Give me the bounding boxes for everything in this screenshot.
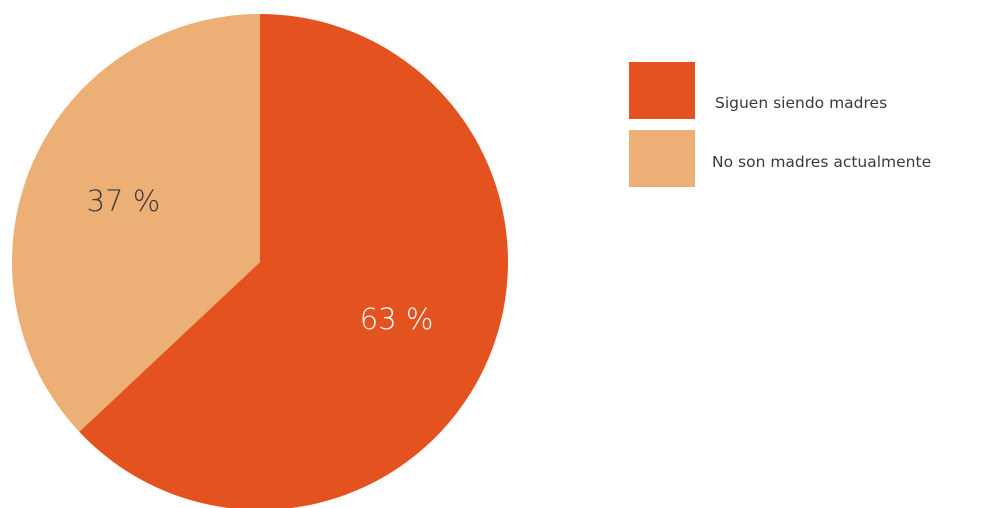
legend-swatch-1	[629, 130, 695, 187]
pie-slice-labels: 63 % 37 %	[87, 184, 434, 336]
legend-swatch-0	[629, 62, 695, 119]
legend-label-1: No son madres actualmente	[712, 153, 931, 171]
legend: Siguen siendo madres No son madres actual…	[629, 62, 931, 187]
pie-slices	[11, 14, 508, 508]
pie-slice-1	[11, 14, 260, 432]
legend-label-0: Siguen siendo madres	[715, 94, 887, 112]
pie-slice-0	[79, 14, 508, 508]
pie-slice-label-0: 63 %	[360, 302, 434, 336]
pie-slice-label-1: 37 %	[87, 184, 161, 218]
